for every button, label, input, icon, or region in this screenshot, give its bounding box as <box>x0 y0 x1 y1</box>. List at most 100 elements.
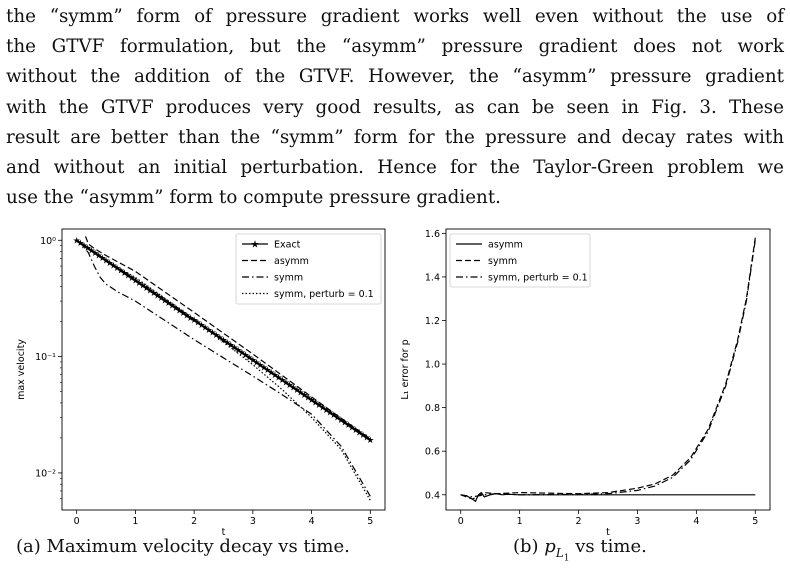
star-marker: ★ <box>128 274 136 284</box>
star-marker: ★ <box>84 244 92 254</box>
star-marker: ★ <box>201 324 209 334</box>
y-tick-label: 1.0 <box>425 360 440 371</box>
y-tick-label: 1.2 <box>425 316 440 327</box>
star-marker: ★ <box>245 354 253 364</box>
star-marker: ★ <box>157 294 165 304</box>
star-marker: ★ <box>297 389 305 399</box>
y-tick-label: 0.6 <box>425 447 440 458</box>
star-marker: ★ <box>139 281 147 291</box>
paragraph-line: result are better than the “symm” form f… <box>6 126 784 148</box>
star-marker: ★ <box>161 296 169 306</box>
y-axis-label: max velocity <box>16 339 27 400</box>
star-marker: ★ <box>124 271 132 281</box>
x-tick-label: 1 <box>517 516 523 527</box>
star-marker: ★ <box>186 314 194 324</box>
star-marker: ★ <box>153 291 161 301</box>
star-marker: ★ <box>311 399 319 409</box>
star-marker: ★ <box>168 301 176 311</box>
caption-b-symbol: p <box>544 536 556 557</box>
star-marker: ★ <box>227 341 235 351</box>
series-line-2 <box>76 239 371 497</box>
caption-b-prefix: (b) <box>513 536 545 557</box>
star-marker: ★ <box>142 284 150 294</box>
legend-entry: asymm <box>274 256 309 267</box>
star-marker: ★ <box>260 364 268 374</box>
paragraph-line: without the addition of the GTVF. Howeve… <box>6 66 784 88</box>
y-axis-label: L₁ error for p <box>400 339 411 399</box>
star-marker: ★ <box>293 386 301 396</box>
chart-a: ★★★★★★★★★★★★★★★★★★★★★★★★★★★★★★★★★★★★★★★★… <box>16 228 386 538</box>
star-marker: ★ <box>352 426 360 436</box>
star-marker: ★ <box>319 403 327 413</box>
star-marker: ★ <box>219 336 227 346</box>
caption-b-sub: L <box>555 545 564 560</box>
star-marker: ★ <box>194 319 202 329</box>
paragraph-line: with the GTVF produces very good results… <box>6 96 784 118</box>
legend-entry: Exact <box>274 240 301 251</box>
star-marker: ★ <box>120 269 128 279</box>
x-tick-label: 0 <box>74 516 80 527</box>
x-tick-label: 1 <box>132 516 138 527</box>
star-marker: ★ <box>230 344 238 354</box>
paragraph-line: the “symm” form of pressure gradient wor… <box>6 6 784 27</box>
body-paragraph: the “symm” form of pressure gradient wor… <box>6 2 784 213</box>
star-marker: ★ <box>183 311 191 321</box>
star-marker: ★ <box>363 433 371 443</box>
star-marker: ★ <box>117 266 125 276</box>
y-tick-label: 10⁻² <box>35 468 56 479</box>
star-marker: ★ <box>289 384 297 394</box>
plot-frame <box>445 228 771 511</box>
star-marker: ★ <box>73 236 81 246</box>
star-marker: ★ <box>326 408 334 418</box>
star-marker: ★ <box>315 401 323 411</box>
series-line-2 <box>460 239 756 498</box>
legend-entry: symm, perturb = 0.1 <box>488 273 588 284</box>
paragraph-line: use the “asymm” form to compute pressure… <box>6 187 501 209</box>
star-marker: ★ <box>234 346 242 356</box>
legend-entry: symm <box>488 256 517 267</box>
star-marker: ★ <box>341 418 349 428</box>
caption-b-suffix: vs time. <box>569 536 647 557</box>
star-marker: ★ <box>271 371 279 381</box>
star-marker: ★ <box>264 366 272 376</box>
x-tick-label: 5 <box>752 516 758 527</box>
series-line-1 <box>460 237 756 500</box>
star-marker: ★ <box>330 411 338 421</box>
star-marker: ★ <box>113 264 121 274</box>
star-marker: ★ <box>197 321 205 331</box>
caption-b: (b) pL1 vs time. <box>513 536 647 563</box>
x-tick-label: 2 <box>576 516 582 527</box>
star-marker: ★ <box>333 413 341 423</box>
y-tick-label: 0.4 <box>425 490 440 501</box>
star-marker: ★ <box>95 251 103 261</box>
star-marker: ★ <box>109 261 117 271</box>
star-marker: ★ <box>238 349 246 359</box>
chart-b: 0 1 2 3 4 5 0.4 0.6 0.8 1.0 1.2 1.4 1.6 t L₁ error for… <box>400 228 771 538</box>
star-marker: ★ <box>278 376 286 386</box>
star-marker: ★ <box>179 309 187 319</box>
series-line-0 <box>76 239 371 441</box>
y-tick-label: 1.6 <box>425 229 440 240</box>
star-marker: ★ <box>359 431 367 441</box>
star-marker: ★ <box>366 436 374 446</box>
star-marker: ★ <box>135 279 143 289</box>
star-marker: ★ <box>146 286 154 296</box>
legend-box <box>449 233 591 288</box>
star-marker: ★ <box>91 249 99 259</box>
x-tick-label: 0 <box>458 516 464 527</box>
paragraph-line: and without an initial perturbation. Hen… <box>6 157 784 179</box>
star-marker: ★ <box>172 304 180 314</box>
legend-entry: asymm <box>488 240 523 251</box>
star-marker: ★ <box>241 351 249 361</box>
legend-star-marker: ★ <box>251 240 260 251</box>
star-marker: ★ <box>150 289 158 299</box>
star-marker: ★ <box>131 276 139 286</box>
x-tick-label: 4 <box>309 516 315 527</box>
star-marker: ★ <box>344 421 352 431</box>
star-marker: ★ <box>80 241 88 251</box>
caption-a: (a) Maximum velocity decay vs time. <box>16 536 350 557</box>
star-marker: ★ <box>249 356 257 366</box>
legend-entry: symm <box>274 273 303 284</box>
star-marker: ★ <box>304 394 312 404</box>
series-line-1 <box>84 236 371 440</box>
